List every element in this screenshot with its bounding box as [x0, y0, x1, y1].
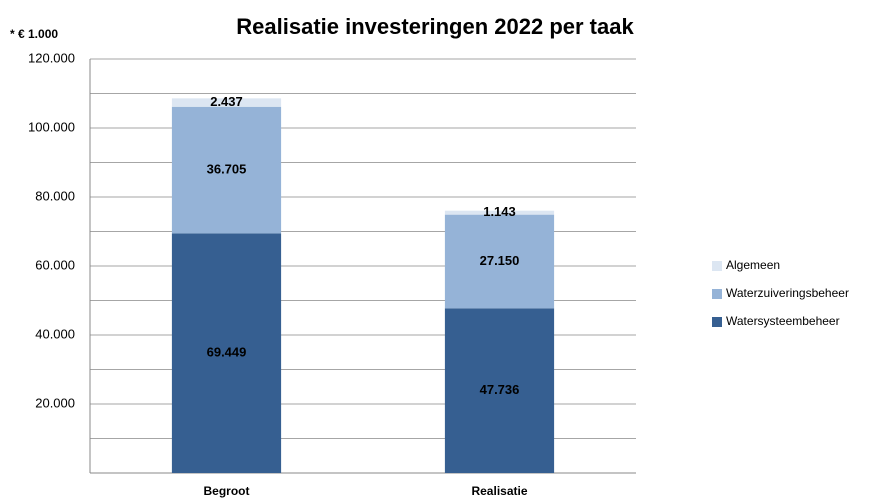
- data-label: 27.150: [480, 253, 520, 268]
- legend-label: Waterzuiveringsbeheer: [726, 286, 849, 300]
- bar-segment: [171, 98, 282, 107]
- x-tick-label: Begroot: [204, 484, 250, 498]
- bar-segment: [171, 233, 282, 473]
- bar-segment: [171, 106, 282, 234]
- data-label: 36.705: [207, 162, 247, 177]
- y-tick-label: 100.000: [28, 119, 75, 134]
- bar-segment: [444, 308, 555, 473]
- y-unit-label: * € 1.000: [10, 27, 58, 41]
- y-tick-label: 120.000: [28, 50, 75, 65]
- legend-swatch: [712, 317, 722, 327]
- bar-segment: [444, 214, 555, 309]
- data-label: 1.143: [483, 204, 516, 219]
- data-label: 47.736: [480, 382, 520, 397]
- legend-swatch: [712, 261, 722, 271]
- y-tick-label: 20.000: [35, 395, 75, 410]
- legend-label: Algemeen: [726, 258, 780, 272]
- legend-label: Watersysteembeheer: [726, 314, 840, 328]
- data-label: 2.437: [210, 94, 243, 109]
- data-label: 69.449: [207, 345, 247, 360]
- y-tick-label: 80.000: [35, 188, 75, 203]
- y-tick-label: 40.000: [35, 326, 75, 341]
- bar-segment: [444, 210, 555, 215]
- chart-title: Realisatie investeringen 2022 per taak: [236, 14, 634, 39]
- x-tick-label: Realisatie: [471, 484, 527, 498]
- y-tick-label: 60.000: [35, 257, 75, 272]
- legend-swatch: [712, 289, 722, 299]
